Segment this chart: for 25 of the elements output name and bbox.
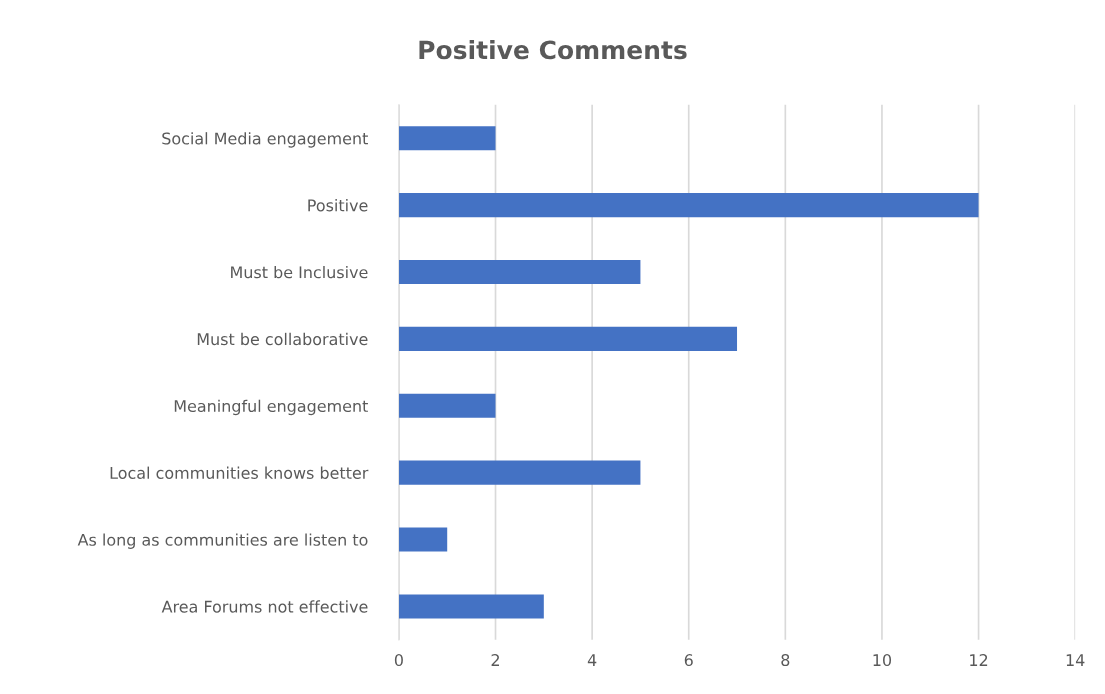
bar [398, 393, 496, 418]
y-tick-label: Must be collaborative [197, 332, 368, 346]
y-tick-label: Social Media engagement [162, 132, 368, 148]
x-tick-label: 0 [394, 654, 403, 667]
y-tick-label: Area Forums not effective [161, 600, 368, 613]
x-tick-label: 10 [873, 654, 892, 667]
y-tick-label: Meaningful engagement [174, 399, 368, 416]
bar [398, 460, 641, 485]
bar [398, 259, 641, 285]
x-tick-label: 6 [684, 654, 693, 667]
bar [398, 193, 979, 218]
x-tick-label: 2 [491, 654, 499, 666]
x-tick-label: 14 [1066, 654, 1085, 666]
bar [398, 527, 448, 552]
x-tick-label: 4 [587, 654, 597, 666]
x-tick-label: 12 [970, 654, 988, 666]
chart-title: Positive Comments [419, 39, 687, 60]
bar [398, 326, 738, 351]
bar [398, 594, 544, 619]
bar [398, 126, 496, 151]
y-tick-label: Local communities knows better [110, 466, 369, 479]
x-tick-label: 8 [781, 654, 790, 667]
y-tick-label: As long as communities are listen to [77, 533, 368, 549]
y-tick-label: Must be Inclusive [231, 265, 368, 279]
y-tick-label: Positive [308, 199, 368, 212]
